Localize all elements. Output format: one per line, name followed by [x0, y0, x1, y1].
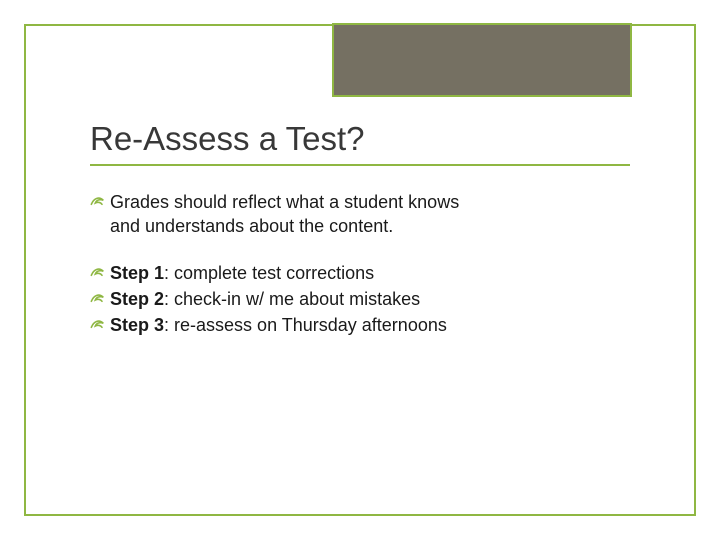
- content-area: Re-Assess a Test? Grades should reflect …: [90, 120, 630, 359]
- intro-text-1: Grades should reflect what a student kno…: [110, 190, 459, 214]
- step-2-label: Step 2: [110, 289, 164, 309]
- step-line: Step 1: complete test corrections: [90, 261, 630, 285]
- step-1-label: Step 1: [110, 263, 164, 283]
- swirl-bullet-icon: [90, 313, 108, 335]
- accent-box: [332, 23, 632, 97]
- intro-block: Grades should reflect what a student kno…: [90, 190, 630, 239]
- slide: Re-Assess a Test? Grades should reflect …: [0, 0, 720, 540]
- intro-line: Grades should reflect what a student kno…: [90, 190, 630, 214]
- intro-text-2: and understands about the content.: [90, 214, 630, 238]
- step-1: Step 1: complete test corrections: [110, 261, 374, 285]
- step-3-label: Step 3: [110, 315, 164, 335]
- swirl-bullet-icon: [90, 190, 108, 212]
- steps-block: Step 1: complete test corrections Step 2…: [90, 261, 630, 338]
- step-1-text: : complete test corrections: [164, 263, 374, 283]
- step-2: Step 2: check-in w/ me about mistakes: [110, 287, 420, 311]
- slide-title: Re-Assess a Test?: [90, 120, 630, 158]
- swirl-bullet-icon: [90, 287, 108, 309]
- step-line: Step 2: check-in w/ me about mistakes: [90, 287, 630, 311]
- step-3: Step 3: re-assess on Thursday afternoons: [110, 313, 447, 337]
- title-underline: [90, 164, 630, 166]
- step-3-text: : re-assess on Thursday afternoons: [164, 315, 447, 335]
- swirl-bullet-icon: [90, 261, 108, 283]
- step-2-text: : check-in w/ me about mistakes: [164, 289, 420, 309]
- step-line: Step 3: re-assess on Thursday afternoons: [90, 313, 630, 337]
